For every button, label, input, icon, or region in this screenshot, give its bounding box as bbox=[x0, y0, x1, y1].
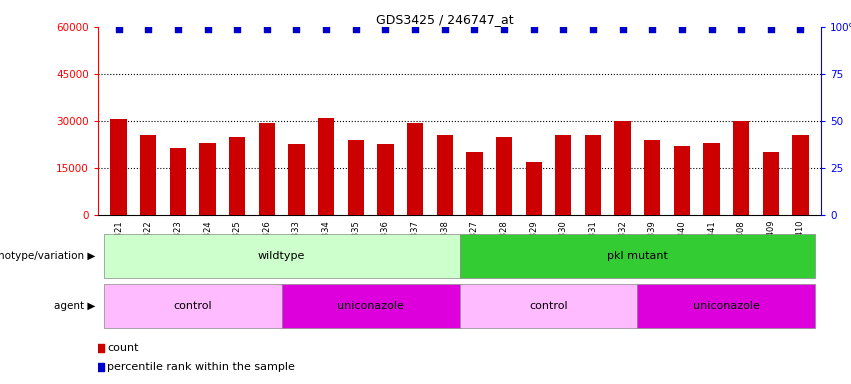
Bar bbox=[140, 135, 157, 215]
Bar bbox=[555, 135, 572, 215]
Point bbox=[734, 26, 748, 33]
Text: control: control bbox=[174, 301, 212, 311]
Bar bbox=[644, 140, 660, 215]
Bar bbox=[437, 135, 453, 215]
Bar bbox=[199, 143, 215, 215]
Bar bbox=[111, 119, 127, 215]
Bar bbox=[526, 162, 542, 215]
Text: count: count bbox=[107, 343, 139, 353]
Point bbox=[111, 26, 125, 33]
Point bbox=[794, 26, 808, 33]
Point bbox=[497, 26, 511, 33]
Text: wildtype: wildtype bbox=[258, 251, 306, 262]
Point bbox=[408, 26, 422, 33]
Text: pkl mutant: pkl mutant bbox=[607, 251, 668, 262]
Point bbox=[557, 26, 570, 33]
Point bbox=[231, 26, 244, 33]
Text: uniconazole: uniconazole bbox=[337, 301, 404, 311]
Bar bbox=[460, 284, 637, 328]
Bar bbox=[259, 122, 275, 215]
Point bbox=[171, 26, 185, 33]
Point bbox=[319, 26, 333, 33]
Bar bbox=[377, 144, 393, 215]
Bar bbox=[614, 121, 631, 215]
Bar bbox=[104, 234, 460, 278]
Bar bbox=[229, 137, 245, 215]
Bar bbox=[347, 140, 364, 215]
Point bbox=[288, 92, 302, 98]
Bar bbox=[460, 234, 815, 278]
Point bbox=[349, 26, 363, 33]
Point bbox=[379, 26, 392, 33]
Title: GDS3425 / 246747_at: GDS3425 / 246747_at bbox=[376, 13, 514, 26]
Point bbox=[438, 26, 452, 33]
Point bbox=[764, 26, 778, 33]
Bar bbox=[104, 284, 282, 328]
Bar bbox=[318, 118, 334, 215]
Bar bbox=[288, 144, 305, 215]
Text: percentile rank within the sample: percentile rank within the sample bbox=[107, 362, 294, 372]
Bar bbox=[674, 146, 690, 215]
Bar bbox=[762, 152, 779, 215]
Point bbox=[616, 26, 630, 33]
Point bbox=[467, 26, 481, 33]
Bar bbox=[704, 143, 720, 215]
Bar bbox=[466, 152, 483, 215]
Bar bbox=[733, 121, 750, 215]
Point bbox=[705, 26, 718, 33]
Bar bbox=[637, 284, 815, 328]
Point bbox=[645, 26, 659, 33]
Bar bbox=[407, 122, 423, 215]
Point bbox=[288, 267, 302, 273]
Point bbox=[260, 26, 274, 33]
Point bbox=[675, 26, 688, 33]
Point bbox=[527, 26, 540, 33]
Text: control: control bbox=[529, 301, 568, 311]
Point bbox=[201, 26, 214, 33]
Point bbox=[586, 26, 600, 33]
Point bbox=[289, 26, 303, 33]
Bar bbox=[585, 135, 601, 215]
Point bbox=[141, 26, 155, 33]
Text: uniconazole: uniconazole bbox=[693, 301, 760, 311]
Bar bbox=[792, 135, 808, 215]
Text: genotype/variation ▶: genotype/variation ▶ bbox=[0, 251, 95, 262]
Bar bbox=[282, 284, 460, 328]
Text: agent ▶: agent ▶ bbox=[54, 301, 95, 311]
Bar bbox=[496, 137, 512, 215]
Bar bbox=[169, 147, 186, 215]
